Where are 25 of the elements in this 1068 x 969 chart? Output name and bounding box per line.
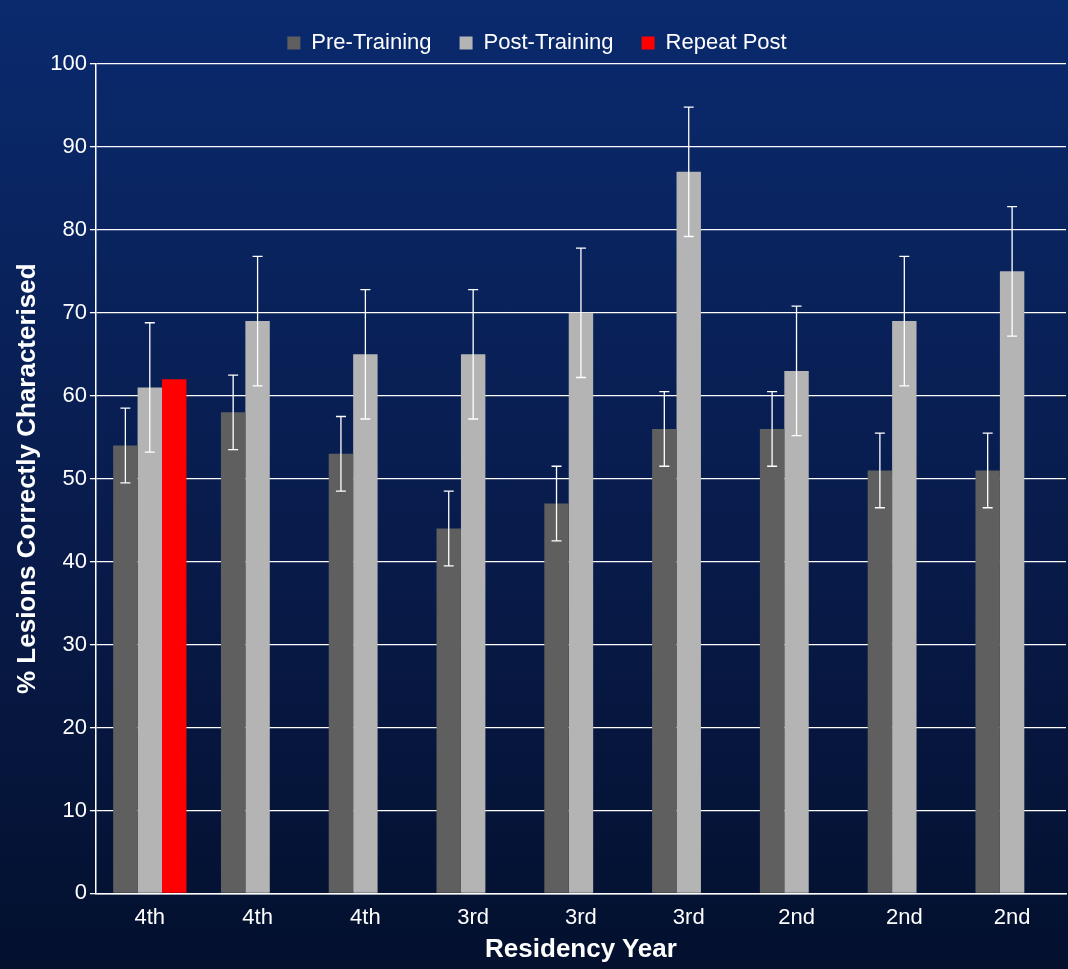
y-tick-label: 100 (50, 50, 87, 76)
legend-label: Repeat Post (665, 29, 787, 55)
x-tick-label: 3rd (565, 903, 597, 929)
y-tick-label: 80 (62, 215, 87, 241)
y-tick-label: 90 (62, 133, 87, 158)
legend-label: Post-Training (483, 29, 614, 55)
x-tick-label: 2nd (993, 903, 1031, 929)
legend-label: Pre-Training (311, 29, 432, 55)
y-tick-label: 0 (74, 879, 87, 905)
y-tick-label: 10 (62, 796, 87, 822)
y-tick-label: 60 (62, 381, 87, 407)
y-axis-title: % Lesions Correctly Characterised (10, 263, 41, 695)
x-tick-label: 4th (242, 903, 273, 929)
x-axis-title: Residency Year (485, 932, 677, 963)
x-tick-label: 3rd (672, 903, 705, 929)
y-tick-label: 70 (62, 298, 87, 324)
x-tick-label: 2nd (778, 903, 815, 929)
y-tick-label: 30 (62, 630, 87, 656)
x-tick-label: 4th (350, 903, 381, 929)
x-tick-label: 2nd (885, 903, 923, 929)
y-tick-label: 20 (62, 713, 87, 739)
y-tick-label: 40 (62, 547, 87, 573)
x-tick-label: 3rd (457, 903, 490, 929)
x-tick-label: 4th (134, 903, 166, 929)
y-tick-label: 50 (62, 464, 87, 490)
